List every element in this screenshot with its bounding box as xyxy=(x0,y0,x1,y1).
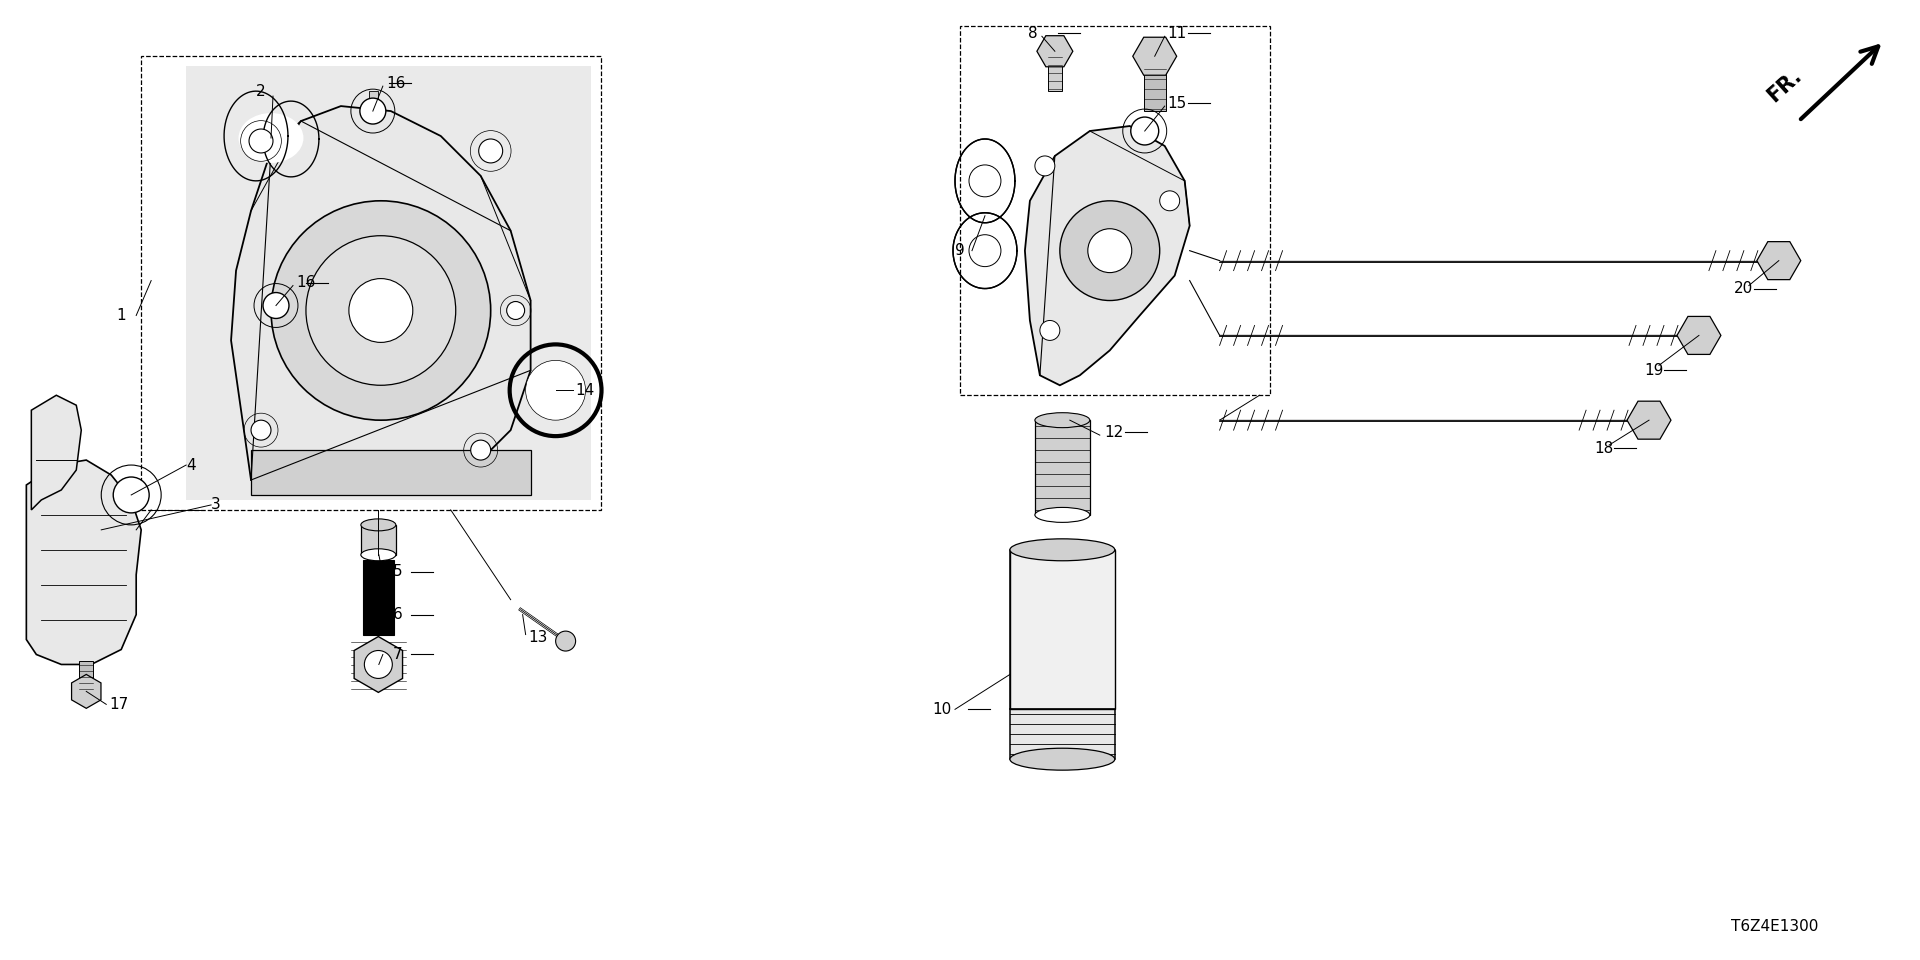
Ellipse shape xyxy=(238,113,303,163)
Bar xyxy=(142,57,601,510)
Text: 7: 7 xyxy=(394,647,403,662)
Polygon shape xyxy=(252,450,530,495)
Bar xyxy=(960,26,1269,396)
Text: 2: 2 xyxy=(255,84,265,99)
Text: 1: 1 xyxy=(117,308,127,323)
Bar xyxy=(363,560,394,635)
Circle shape xyxy=(305,236,455,385)
Circle shape xyxy=(349,278,413,343)
Bar xyxy=(1035,420,1091,515)
Text: 11: 11 xyxy=(1167,26,1187,40)
Text: 6: 6 xyxy=(394,607,403,622)
Bar xyxy=(1048,51,1062,91)
Circle shape xyxy=(271,201,492,420)
Circle shape xyxy=(1160,191,1179,211)
Text: FR.: FR. xyxy=(1764,65,1807,107)
Ellipse shape xyxy=(1010,748,1116,770)
Circle shape xyxy=(263,293,290,319)
Bar xyxy=(361,525,396,555)
Bar xyxy=(1144,57,1165,111)
Polygon shape xyxy=(31,396,81,510)
Polygon shape xyxy=(1133,37,1177,75)
Polygon shape xyxy=(353,636,403,692)
Polygon shape xyxy=(230,107,530,495)
Text: 10: 10 xyxy=(931,702,950,717)
Text: 14: 14 xyxy=(576,383,595,397)
Bar xyxy=(79,661,94,691)
Text: 15: 15 xyxy=(1167,96,1187,110)
Polygon shape xyxy=(71,675,102,708)
Circle shape xyxy=(252,420,271,440)
Text: 17: 17 xyxy=(109,697,129,712)
Ellipse shape xyxy=(962,224,1008,278)
Text: 9: 9 xyxy=(954,243,964,258)
Text: 13: 13 xyxy=(528,630,547,645)
Ellipse shape xyxy=(361,549,396,561)
Circle shape xyxy=(1089,228,1131,273)
Ellipse shape xyxy=(1010,539,1116,561)
Polygon shape xyxy=(186,66,591,500)
Circle shape xyxy=(478,139,503,163)
Ellipse shape xyxy=(361,519,396,531)
Text: T6Z4E1300: T6Z4E1300 xyxy=(1732,919,1818,934)
Circle shape xyxy=(113,477,150,513)
Text: 16: 16 xyxy=(386,76,405,90)
Circle shape xyxy=(555,631,576,651)
Ellipse shape xyxy=(962,151,1008,211)
Circle shape xyxy=(250,129,273,153)
Text: 12: 12 xyxy=(1104,424,1123,440)
Circle shape xyxy=(1060,201,1160,300)
Text: 4: 4 xyxy=(186,458,196,472)
Text: 5: 5 xyxy=(394,564,403,579)
Circle shape xyxy=(1041,321,1060,341)
Circle shape xyxy=(970,234,1000,267)
Polygon shape xyxy=(1037,36,1073,67)
Circle shape xyxy=(507,301,524,320)
Polygon shape xyxy=(27,460,142,664)
Polygon shape xyxy=(1626,401,1670,439)
Circle shape xyxy=(1035,156,1054,176)
Circle shape xyxy=(970,165,1000,197)
Text: 19: 19 xyxy=(1644,363,1663,378)
Circle shape xyxy=(359,98,386,124)
Polygon shape xyxy=(1757,242,1801,279)
Text: 3: 3 xyxy=(211,497,221,513)
Circle shape xyxy=(470,440,492,460)
Text: 8: 8 xyxy=(1027,26,1037,40)
Circle shape xyxy=(526,360,586,420)
Text: 20: 20 xyxy=(1734,281,1753,296)
Ellipse shape xyxy=(1035,508,1091,522)
Circle shape xyxy=(1131,117,1158,145)
Text: 16: 16 xyxy=(296,276,315,290)
Bar xyxy=(1010,550,1116,709)
Circle shape xyxy=(365,651,392,679)
Text: 18: 18 xyxy=(1594,441,1613,456)
Ellipse shape xyxy=(1035,413,1091,427)
Bar xyxy=(369,91,378,111)
Polygon shape xyxy=(1676,317,1720,354)
Polygon shape xyxy=(1025,126,1190,385)
Bar xyxy=(1010,550,1116,759)
